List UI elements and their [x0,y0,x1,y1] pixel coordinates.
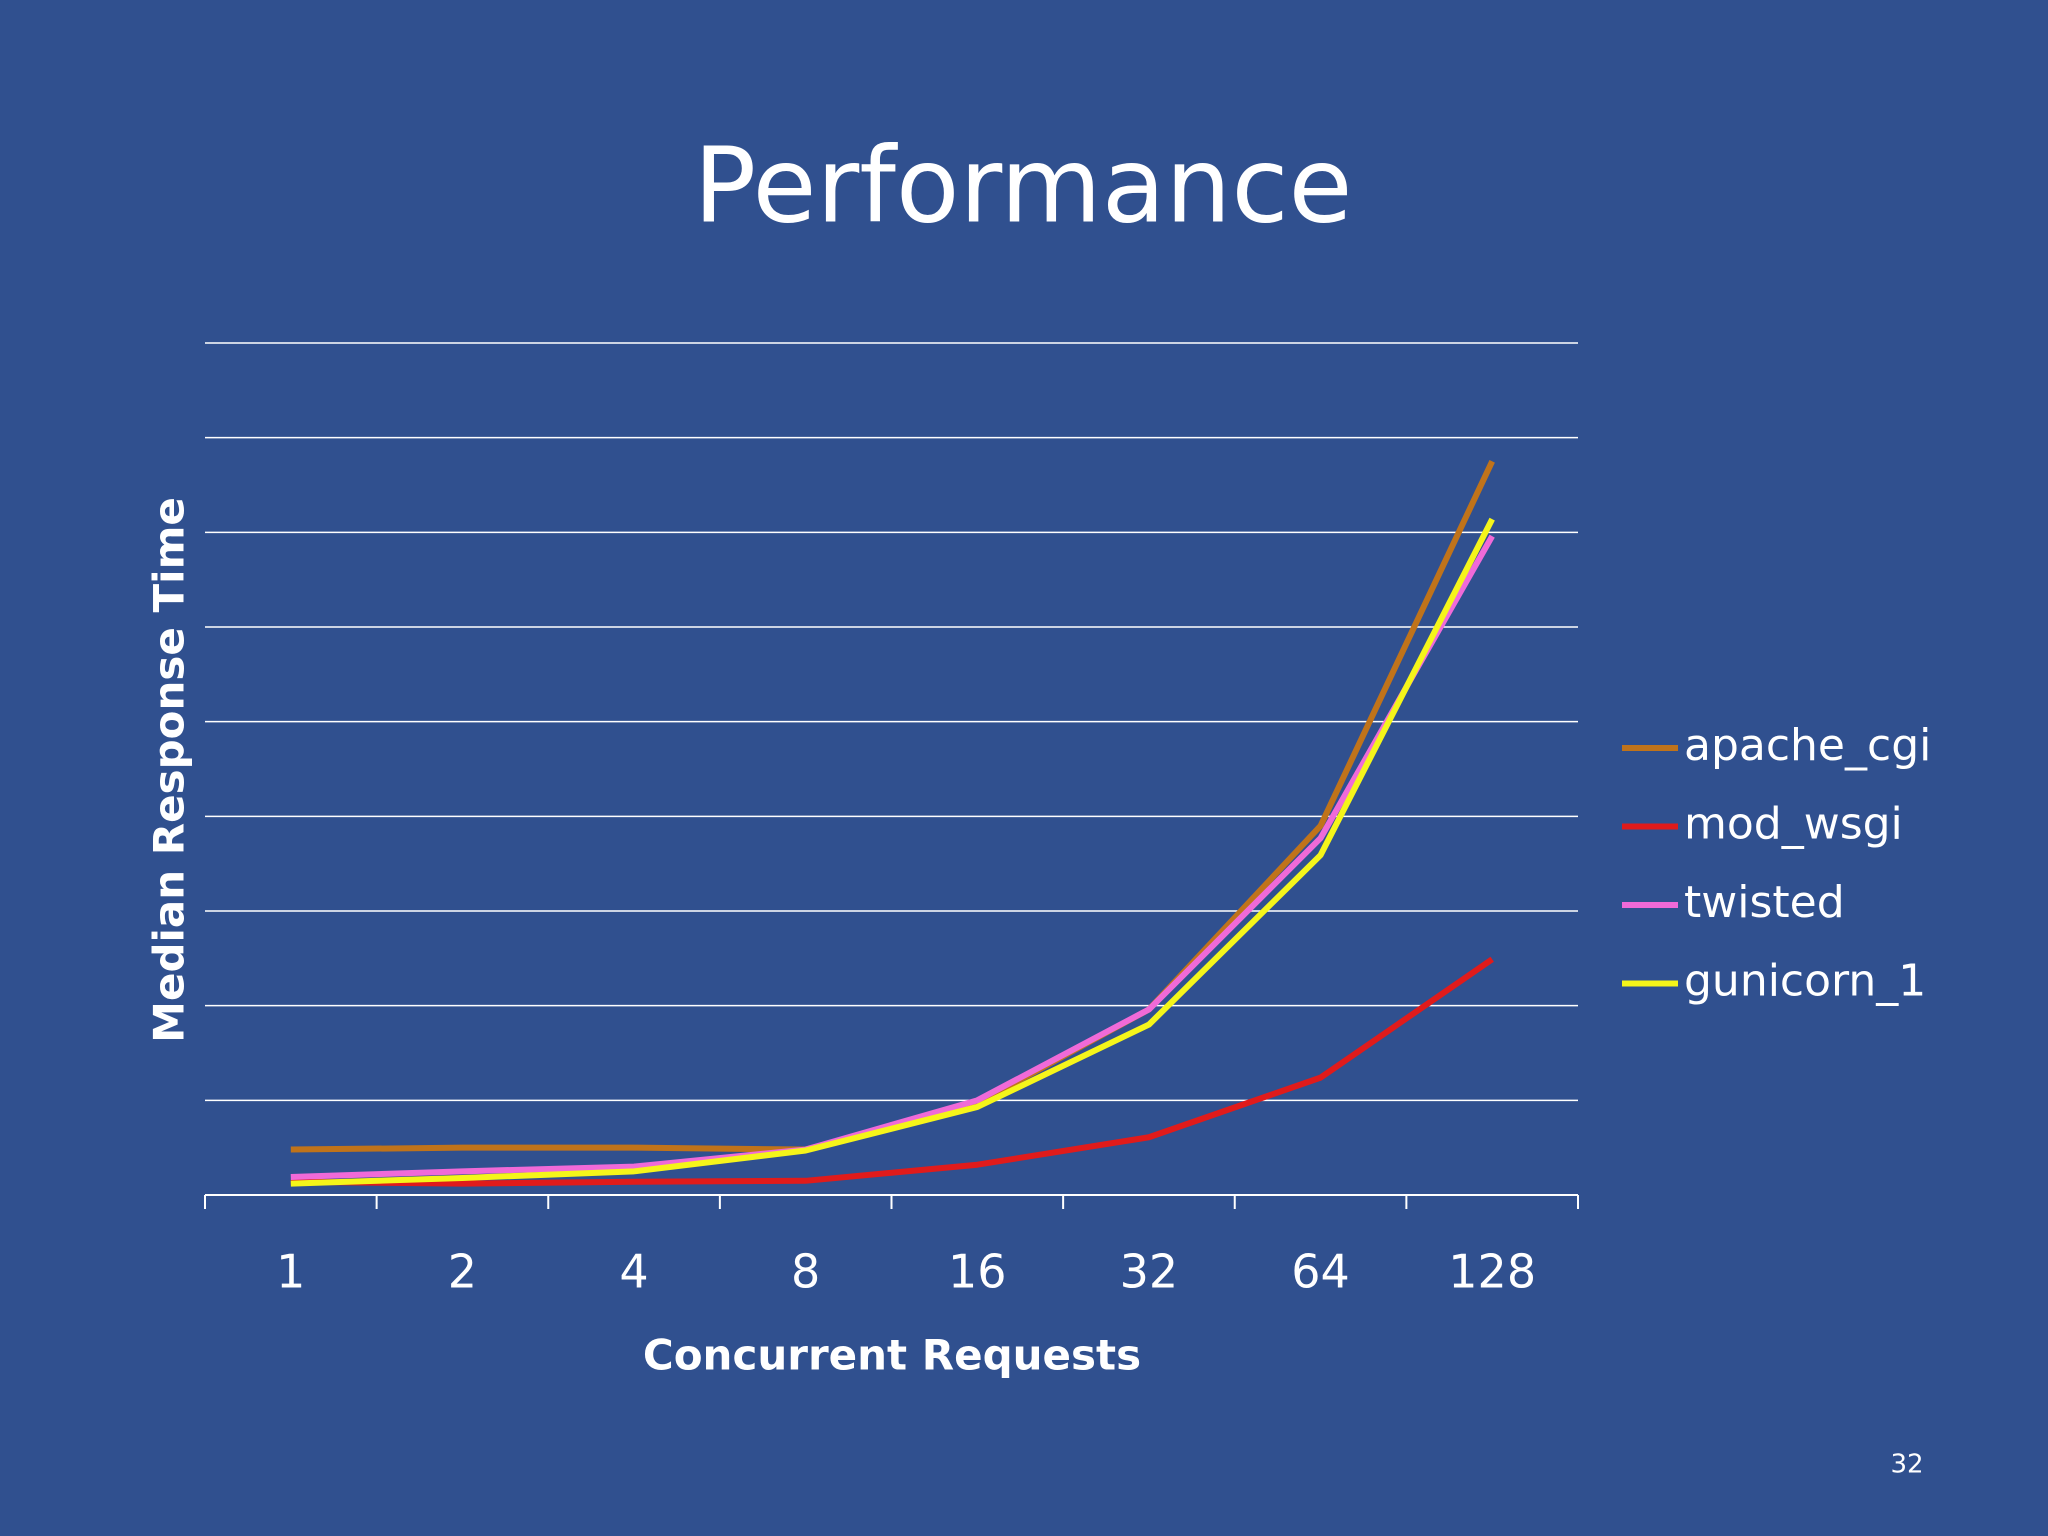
x-axis-label: Concurrent Requests [643,1331,1141,1380]
x-tick-label: 1 [276,1245,305,1299]
legend-label: gunicorn_1 [1684,956,1926,1007]
series-line [290,534,1495,1181]
legend-label: mod_wsgi [1684,799,1903,850]
x-tick-label: 8 [791,1245,820,1299]
y-axis-label: Median Response Time [145,497,194,1043]
x-tick-label: 128 [1448,1245,1536,1299]
x-tick-label: 4 [619,1245,648,1299]
series-line [290,517,1495,1187]
x-tick-label: 32 [1120,1245,1179,1299]
x-tick-label: 2 [448,1245,477,1299]
x-tick-label: 64 [1291,1245,1350,1299]
legend-label: apache_cgi [1684,720,1931,771]
x-tick-label: 16 [948,1245,1007,1299]
legend-label: twisted [1684,877,1845,928]
series-line [290,956,1494,1187]
chart-title: Performance [693,124,1352,246]
slide-number: 32 [1890,1450,1923,1480]
